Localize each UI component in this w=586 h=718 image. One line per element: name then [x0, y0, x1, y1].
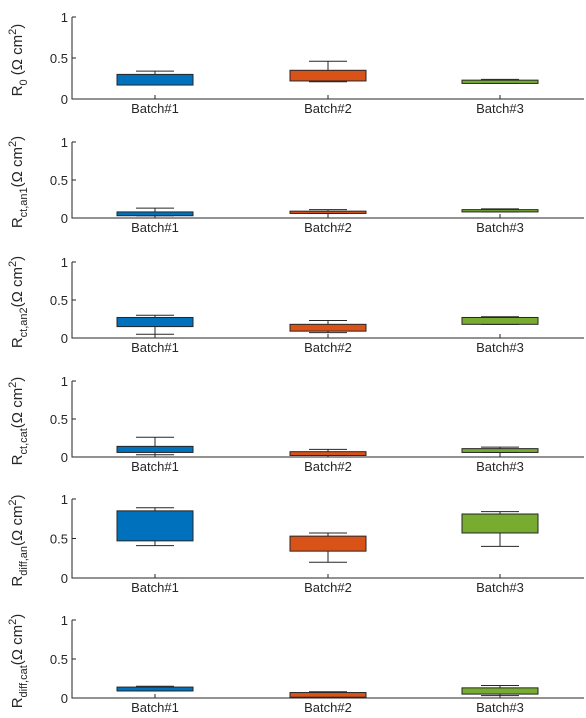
box-2 — [289, 69, 367, 82]
x-tick-label: Batch#2 — [304, 459, 352, 474]
y-tick-label: 1 — [61, 492, 68, 507]
x-tick-label: Batch#2 — [304, 340, 352, 355]
box-2 — [289, 451, 367, 456]
y-axis-label: Rct,cat(Ω cm2) — [7, 377, 30, 466]
y-tick-label: 0.5 — [50, 412, 68, 427]
y-tick-label: 1 — [61, 613, 68, 628]
y-tick-label: 0 — [61, 211, 68, 226]
x-tick-label: Batch#3 — [476, 459, 524, 474]
box-2 — [289, 323, 367, 332]
y-tick-label: 0 — [61, 331, 68, 346]
box-1 — [116, 316, 194, 328]
y-tick-label: 0.5 — [50, 652, 68, 667]
box-1 — [116, 510, 194, 542]
y-tick-label: 0.5 — [50, 51, 68, 66]
y-tick-label: 0 — [61, 92, 68, 107]
y-tick-label: 1 — [61, 255, 68, 270]
box-3 — [461, 209, 539, 213]
axes-frame — [71, 381, 584, 458]
box-3 — [461, 448, 539, 453]
axes-frame — [71, 142, 584, 219]
box-2 — [289, 210, 367, 214]
x-tick-label: Batch#1 — [131, 700, 179, 715]
y-tick-label: 0 — [61, 450, 68, 465]
x-tick-label: Batch#1 — [131, 220, 179, 235]
x-tick-label: Batch#2 — [304, 580, 352, 595]
x-tick-label: Batch#3 — [476, 340, 524, 355]
x-tick-label: Batch#2 — [304, 700, 352, 715]
y-axis-label: Rct,an1(Ω cm2) — [7, 136, 30, 228]
y-axis-label: R0 (Ω cm2) — [7, 24, 30, 97]
box-1 — [116, 686, 194, 692]
box-1 — [116, 211, 194, 217]
x-tick-label: Batch#3 — [476, 580, 524, 595]
x-tick-label: Batch#3 — [476, 220, 524, 235]
y-tick-label: 1 — [61, 10, 68, 25]
x-tick-label: Batch#1 — [131, 580, 179, 595]
y-tick-label: 0.5 — [50, 532, 68, 547]
box-2 — [289, 692, 367, 698]
x-tick-label: Batch#2 — [304, 101, 352, 116]
box-1 — [116, 73, 194, 86]
x-tick-label: Batch#1 — [131, 340, 179, 355]
y-axis-label: Rct,an2(Ω cm2) — [7, 256, 30, 348]
axes-frame — [71, 17, 584, 100]
x-tick-label: Batch#2 — [304, 220, 352, 235]
box-3 — [461, 79, 539, 84]
y-tick-label: 0.5 — [50, 173, 68, 188]
x-tick-label: Batch#3 — [476, 700, 524, 715]
y-axis-label: Rdiff,cat(Ω cm2) — [7, 614, 30, 709]
y-tick-label: 0.5 — [50, 293, 68, 308]
y-axis-label: Rdiff,an(Ω cm2) — [7, 494, 30, 586]
box-1 — [116, 445, 194, 453]
box-3 — [461, 316, 539, 325]
x-tick-label: Batch#1 — [131, 459, 179, 474]
box-2 — [289, 535, 367, 552]
y-tick-label: 1 — [61, 135, 68, 150]
box-3 — [461, 513, 539, 534]
box-3 — [461, 687, 539, 695]
x-tick-label: Batch#3 — [476, 101, 524, 116]
y-tick-label: 0 — [61, 571, 68, 586]
x-tick-label: Batch#1 — [131, 101, 179, 116]
y-tick-label: 0 — [61, 691, 68, 706]
y-tick-label: 1 — [61, 374, 68, 389]
